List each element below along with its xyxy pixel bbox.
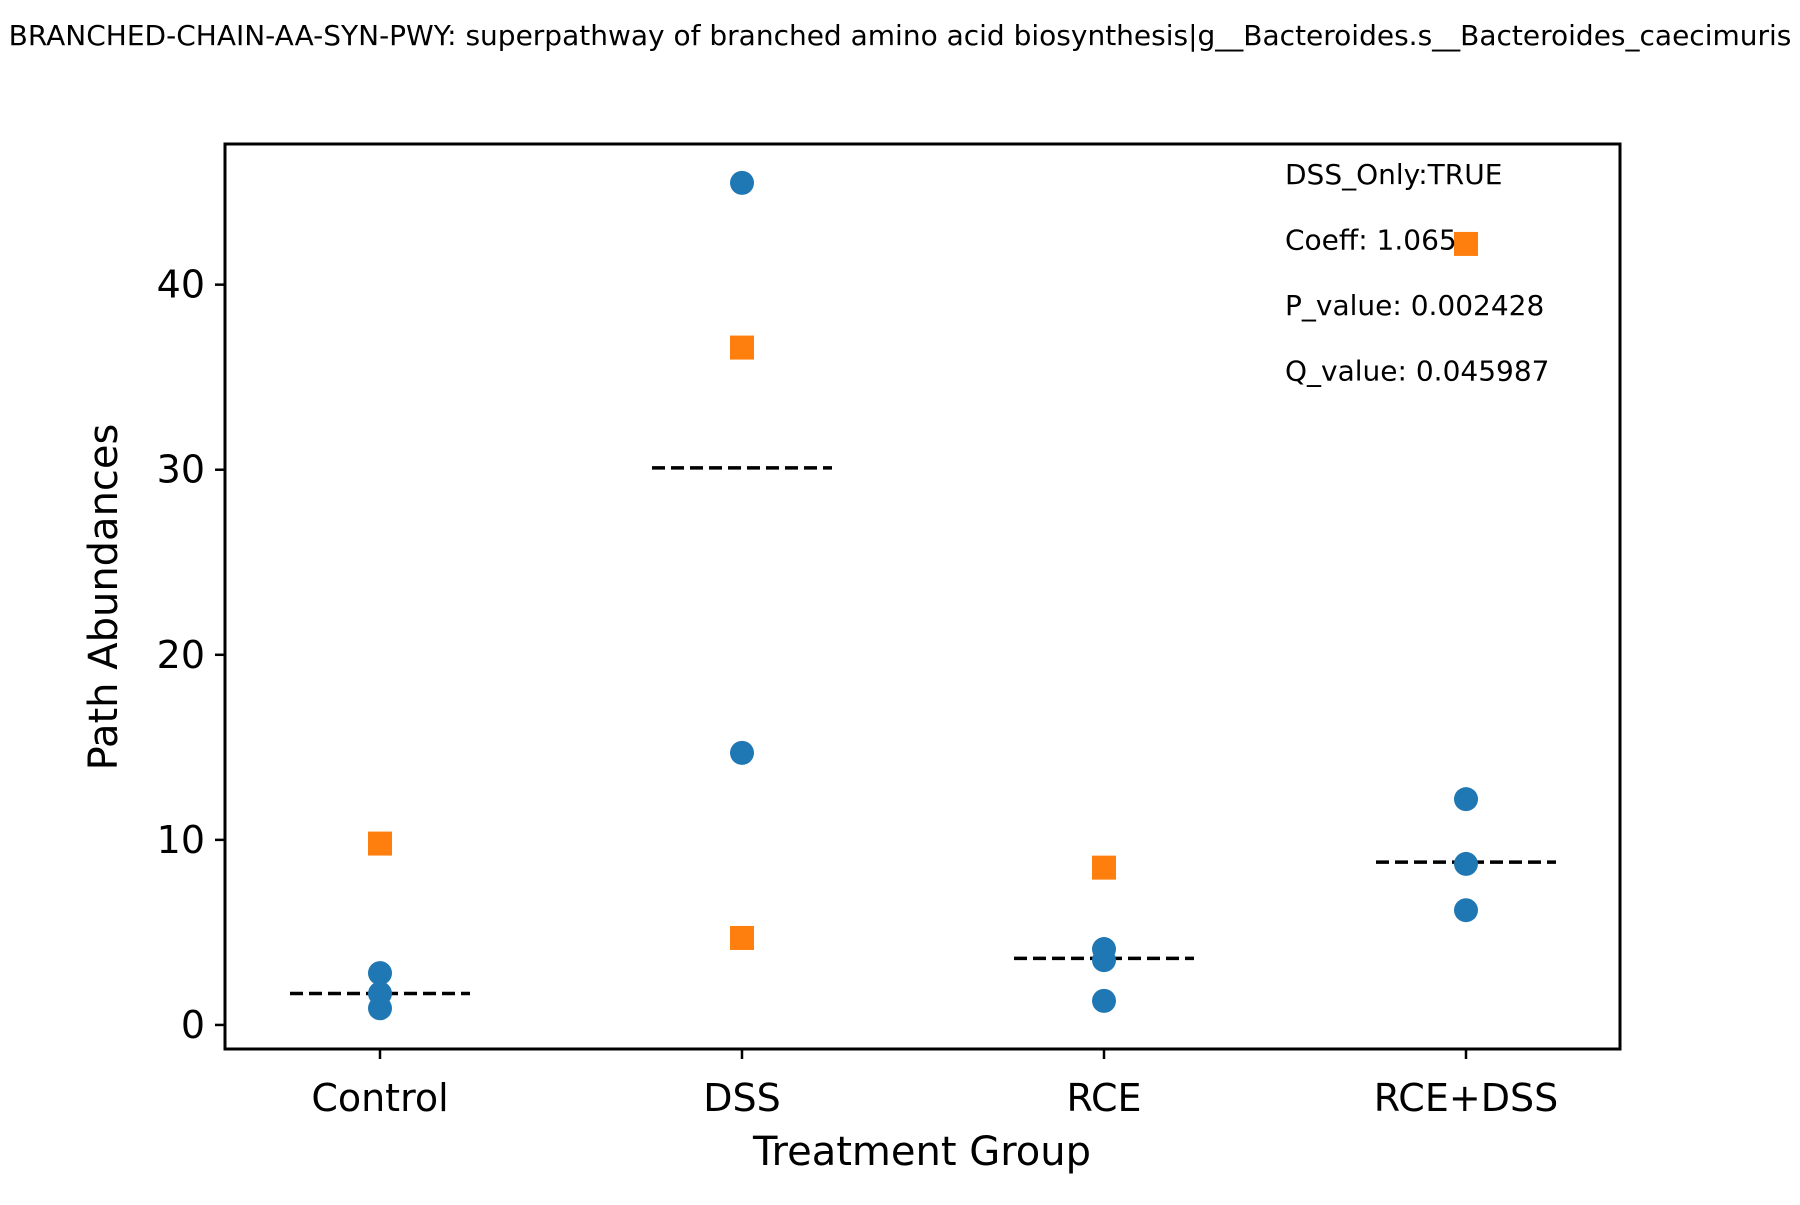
y-tick-label: 10 (157, 818, 205, 862)
x-tick-label: RCE+DSS (1374, 1076, 1558, 1120)
y-axis-label: Path Abundances (81, 424, 127, 771)
data-point-circle (368, 961, 392, 986)
stats-annotation: DSS_Only:TRUE Coeff: 1.065 P_value: 0.0024… (1285, 158, 1549, 388)
plot-frame (223, 142, 1622, 1051)
data-point-circle (730, 170, 754, 195)
y-axis: 0 10 20 30 40 (157, 263, 225, 1047)
data-point-circle (1454, 787, 1478, 812)
data-point-square (1454, 231, 1478, 256)
data-point-circle (730, 740, 754, 765)
y-tick-label: 20 (157, 633, 205, 677)
y-tick-label: 40 (157, 263, 205, 307)
data-point-square (730, 925, 754, 950)
x-tick-label: DSS (703, 1076, 781, 1120)
stat-annotation: P_value: 0.002428 (1285, 289, 1544, 322)
stat-annotation: DSS_Only:TRUE (1285, 158, 1502, 191)
data-point-square (368, 831, 392, 856)
y-tick-label: 30 (157, 448, 205, 492)
data-point-square (1092, 855, 1116, 880)
data-points (368, 170, 1478, 1021)
data-point-circle (368, 996, 392, 1021)
y-tick-label: 0 (181, 1003, 205, 1047)
data-point-circle (1454, 851, 1478, 876)
data-point-circle (1092, 948, 1116, 973)
x-tick-label: Control (311, 1076, 448, 1120)
stat-annotation: Q_value: 0.045987 (1285, 355, 1549, 388)
data-point-circle (1092, 988, 1116, 1013)
group-mean-lines (290, 466, 1556, 996)
x-axis-label: Treatment Group (752, 1129, 1091, 1175)
x-axis: Control DSS RCE RCE+DSS (311, 1049, 1558, 1120)
data-point-circle (1454, 898, 1478, 923)
data-point-square (730, 335, 754, 360)
x-tick-label: RCE (1066, 1076, 1141, 1120)
stat-annotation: Coeff: 1.065 (1285, 224, 1457, 257)
chart-title: BRANCHED-CHAIN-AA-SYN-PWY: superpathway … (9, 19, 1792, 52)
